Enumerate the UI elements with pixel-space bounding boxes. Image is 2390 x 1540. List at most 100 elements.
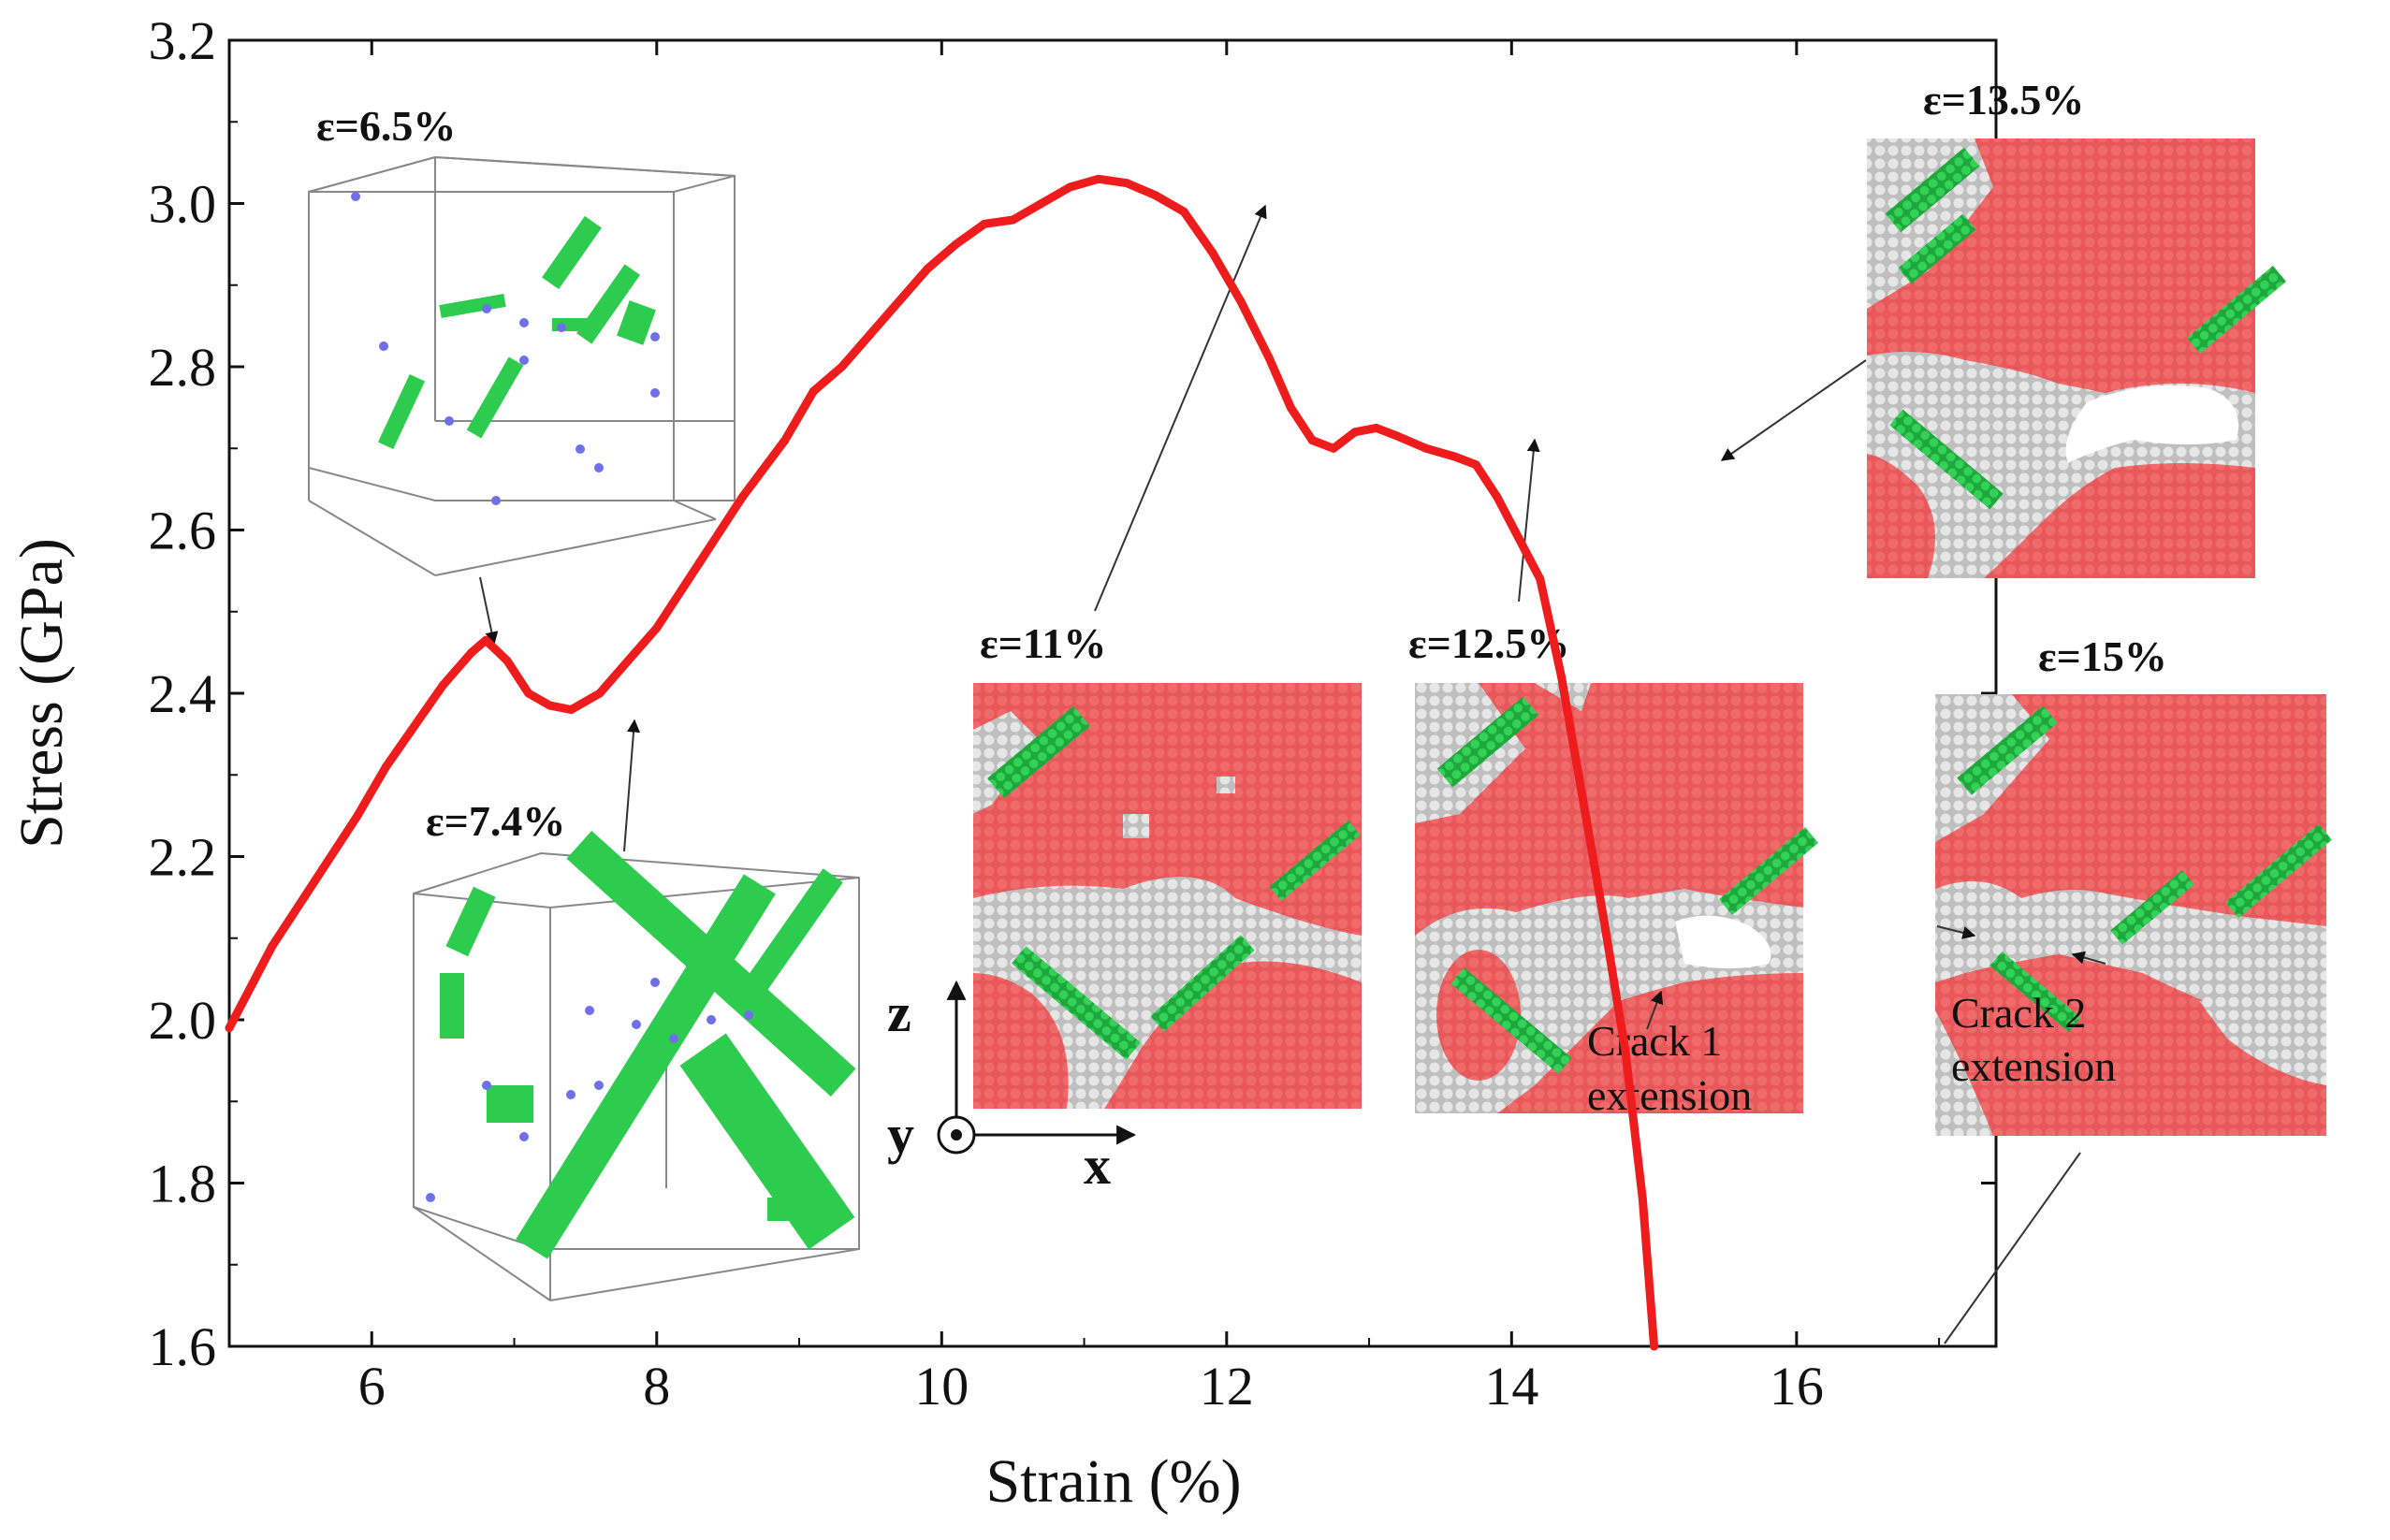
data-point — [1638, 1195, 1647, 1204]
x-tick-label: 10 — [914, 1356, 969, 1417]
data-point — [1179, 207, 1188, 216]
data-point — [1372, 423, 1381, 432]
y-tick-label: 3.0 — [149, 174, 217, 235]
data-point — [1094, 174, 1103, 183]
series-layer — [225, 174, 1659, 1351]
x-tick-label: 8 — [643, 1356, 670, 1417]
triad-y-label: y — [887, 1104, 914, 1165]
arrow-13-5 — [1720, 359, 1867, 461]
inset-snapshot-12-5: ε=12.5% Crack 1 extension — [1408, 438, 1819, 1119]
data-point — [1037, 199, 1046, 208]
crack-2-label-line1: Crack 2 — [1951, 989, 2086, 1037]
data-point — [467, 647, 476, 657]
inset-box-7-4: ε=7.4% — [413, 719, 860, 1301]
series-line-stress-strain — [225, 174, 1659, 1351]
inset-label-11: ε=11% — [980, 619, 1106, 667]
inset-box-6-5: ε=6.5% — [308, 102, 736, 646]
inset-label-15: ε=15% — [2038, 632, 2167, 680]
data-point — [438, 680, 447, 690]
crack-1-label-line2: extension — [1587, 1071, 1752, 1119]
y-axis-title: Stress (GPa) — [7, 538, 76, 849]
y-tick-label: 2.0 — [149, 990, 217, 1051]
crack-2-label-line2: extension — [1951, 1042, 2116, 1090]
data-point — [1578, 794, 1587, 804]
data-point — [1650, 1342, 1659, 1351]
inset-snapshot-13-5: ε=13.5% — [1720, 76, 2287, 578]
y-tick-label: 1.6 — [149, 1316, 217, 1377]
arrow-7-4 — [623, 719, 640, 852]
data-point — [780, 436, 790, 445]
arrow-crack-2b — [2071, 951, 2106, 965]
y-axis-ticks: 1.6 1.8 2.0 2.2 2.4 2.6 2.8 3.0 3.2 — [149, 10, 1996, 1377]
x-tick-label: 16 — [1770, 1356, 1824, 1417]
inset-label-7-4: ε=7.4% — [426, 797, 565, 845]
data-point — [623, 656, 633, 665]
data-point — [838, 362, 847, 371]
y-tick-label: 2.4 — [149, 663, 217, 724]
data-point — [866, 329, 875, 339]
inset-snapshot-11: ε=11% — [973, 204, 1362, 1109]
x-tick-label: 12 — [1200, 1356, 1254, 1417]
data-point — [1350, 428, 1360, 437]
data-point — [1286, 403, 1295, 413]
data-point — [1264, 354, 1274, 363]
data-point — [1236, 297, 1246, 306]
arrow-12-5 — [1518, 438, 1540, 603]
x-tick-label: 6 — [358, 1356, 386, 1417]
data-point — [1557, 673, 1567, 682]
data-point — [1493, 493, 1502, 502]
y-tick-label: 1.8 — [149, 1154, 217, 1214]
y-tick-label: 3.2 — [149, 10, 217, 71]
data-point — [952, 240, 961, 249]
data-point — [1065, 182, 1074, 192]
data-point — [1393, 431, 1403, 441]
data-point — [809, 386, 818, 396]
data-point — [1151, 191, 1160, 200]
data-point — [503, 656, 512, 665]
inset-label-12-5: ε=12.5% — [1408, 619, 1569, 667]
data-point — [595, 689, 605, 698]
data-point — [895, 297, 904, 306]
data-point — [1514, 533, 1523, 543]
x-axis-ticks: 6 8 10 12 14 16 — [228, 40, 1941, 1417]
data-point — [410, 721, 419, 731]
data-point — [268, 941, 277, 951]
data-point — [225, 1024, 234, 1033]
data-point — [694, 558, 704, 567]
inset-snapshot-15: ε=15% Crack 2 extension — [1935, 632, 2332, 1344]
data-point — [1450, 452, 1459, 461]
data-point — [1599, 917, 1609, 926]
arrow-6-5 — [479, 576, 499, 646]
data-point — [1421, 443, 1431, 453]
data-point — [1307, 436, 1317, 445]
data-point — [381, 763, 390, 772]
arrow-crack-1 — [1646, 990, 1664, 1030]
triad-z-label: z — [887, 982, 911, 1043]
coordinate-triad: z y x — [887, 980, 1137, 1196]
inset-label-13-5: ε=13.5% — [1923, 76, 2084, 123]
y-tick-label: 2.6 — [149, 501, 217, 561]
data-point — [1471, 460, 1480, 470]
x-axis-title: Strain (%) — [985, 1447, 1241, 1516]
data-point — [1208, 248, 1217, 257]
crack-1-label-line1: Crack 1 — [1587, 1017, 1722, 1065]
data-point — [481, 635, 490, 645]
data-point — [524, 689, 533, 698]
data-point — [737, 493, 747, 502]
arrow-crack-2a — [1936, 925, 1976, 939]
data-point — [652, 623, 662, 632]
data-point — [310, 877, 319, 886]
data-point — [923, 264, 932, 273]
data-point — [980, 219, 989, 228]
y-tick-label: 2.2 — [149, 827, 217, 888]
data-point — [1008, 215, 1017, 225]
triad-x-label: x — [1084, 1135, 1111, 1196]
data-point — [353, 811, 362, 821]
x-tick-label: 14 — [1484, 1356, 1538, 1417]
data-point — [546, 701, 555, 710]
arrow-11 — [1094, 204, 1267, 612]
data-point — [1621, 1048, 1630, 1057]
data-point — [1536, 574, 1545, 584]
arrow-15 — [1944, 1152, 2081, 1344]
